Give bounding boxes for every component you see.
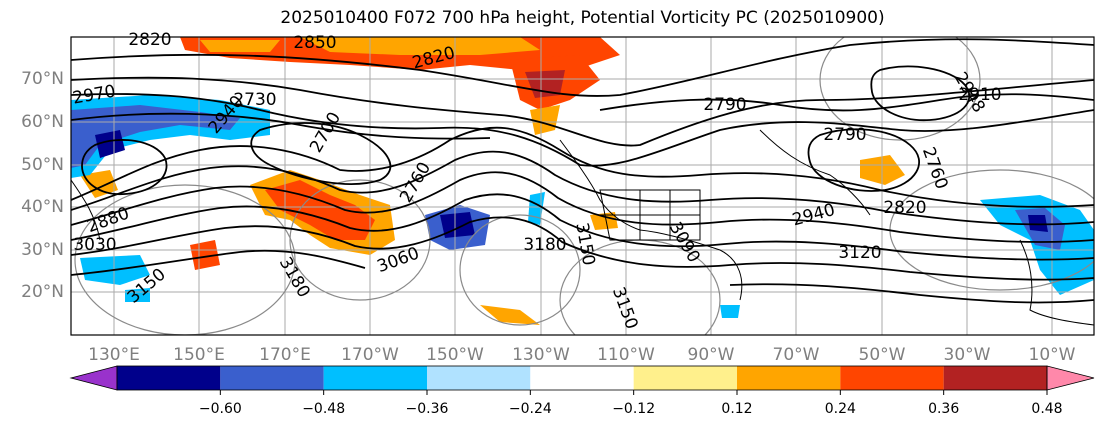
lon-label-10w: 10°W xyxy=(1029,345,1076,365)
lat-label-70: 70°N xyxy=(21,69,64,89)
contour-label: 2820 xyxy=(128,30,171,50)
colorbar-segment xyxy=(840,366,944,390)
lat-label-20: 20°N xyxy=(21,282,64,302)
colorbar-segment xyxy=(323,366,427,390)
colorbar-segment xyxy=(530,366,634,390)
contour-label: 3030 xyxy=(73,235,116,255)
lon-label-170e: 170°E xyxy=(259,345,311,365)
colorbar-tick-label: −0.48 xyxy=(302,401,345,417)
lon-label-110w: 110°W xyxy=(597,345,655,365)
graticule xyxy=(71,37,1094,335)
colorbar-tick-label: −0.24 xyxy=(509,401,552,417)
colorbar-tick-label: 0.48 xyxy=(1031,401,1062,417)
colorbar-segment xyxy=(117,366,221,390)
contour-label: 2790 xyxy=(823,125,866,145)
contour-label: 2790 xyxy=(703,95,746,115)
longitude-labels: 130°E 150°E 170°E 170°W 150°W 130°W 110°… xyxy=(88,345,1076,365)
lon-label-150e: 150°E xyxy=(173,345,225,365)
lon-label-70w: 70°W xyxy=(773,345,820,365)
lat-label-50: 50°N xyxy=(21,155,64,175)
lon-label-30w: 30°W xyxy=(944,345,991,365)
coastlines xyxy=(71,129,1094,326)
contour-label: 2910 xyxy=(958,85,1001,105)
lon-label-130w: 130°W xyxy=(512,345,570,365)
contour-label: 3180 xyxy=(523,235,566,255)
map-frame xyxy=(70,36,1095,336)
colorbar-tick-label: 0.24 xyxy=(825,401,856,417)
latitude-labels: 70°N 60°N 50°N 40°N 30°N 20°N xyxy=(21,69,64,302)
colorbar: −0.60 −0.48 −0.36 −0.24 −0.12 0.12 0.24 0.36 0.4… xyxy=(69,365,1095,417)
lat-label-30: 30°N xyxy=(21,240,64,260)
colorbar-segment xyxy=(427,366,531,390)
colorbar-segment xyxy=(633,366,737,390)
lat-label-60: 60°N xyxy=(21,112,64,132)
contour-label: 2850 xyxy=(293,33,336,53)
contour-label: 2730 xyxy=(233,90,276,110)
colorbar-segment xyxy=(737,366,841,390)
colorbar-tick-label: 0.12 xyxy=(721,401,752,417)
lon-label-130e: 130°E xyxy=(88,345,140,365)
height-contours xyxy=(71,38,1094,304)
chart-title: 2025010400 F072 700 hPa height, Potentia… xyxy=(280,8,885,28)
colorbar-segment xyxy=(220,366,324,390)
lon-label-170w: 170°W xyxy=(341,345,399,365)
colorbar-extend-high xyxy=(1046,365,1095,391)
contour-label: 3120 xyxy=(838,243,881,263)
lon-label-90w: 90°W xyxy=(688,345,735,365)
colorbar-tick-label: −0.36 xyxy=(406,401,449,417)
colorbar-tick-label: 0.36 xyxy=(928,401,959,417)
lat-label-40: 40°N xyxy=(21,197,64,217)
lon-label-50w: 50°W xyxy=(859,345,906,365)
colorbar-frame xyxy=(116,365,1048,391)
colorbar-tick-label: −0.12 xyxy=(612,401,655,417)
lon-label-150w: 150°W xyxy=(426,345,484,365)
contour-label: 2820 xyxy=(883,198,926,218)
colorbar-tick-label: −0.60 xyxy=(199,401,242,417)
colorbar-extend-low xyxy=(69,365,118,391)
colorbar-segment xyxy=(943,366,1047,390)
